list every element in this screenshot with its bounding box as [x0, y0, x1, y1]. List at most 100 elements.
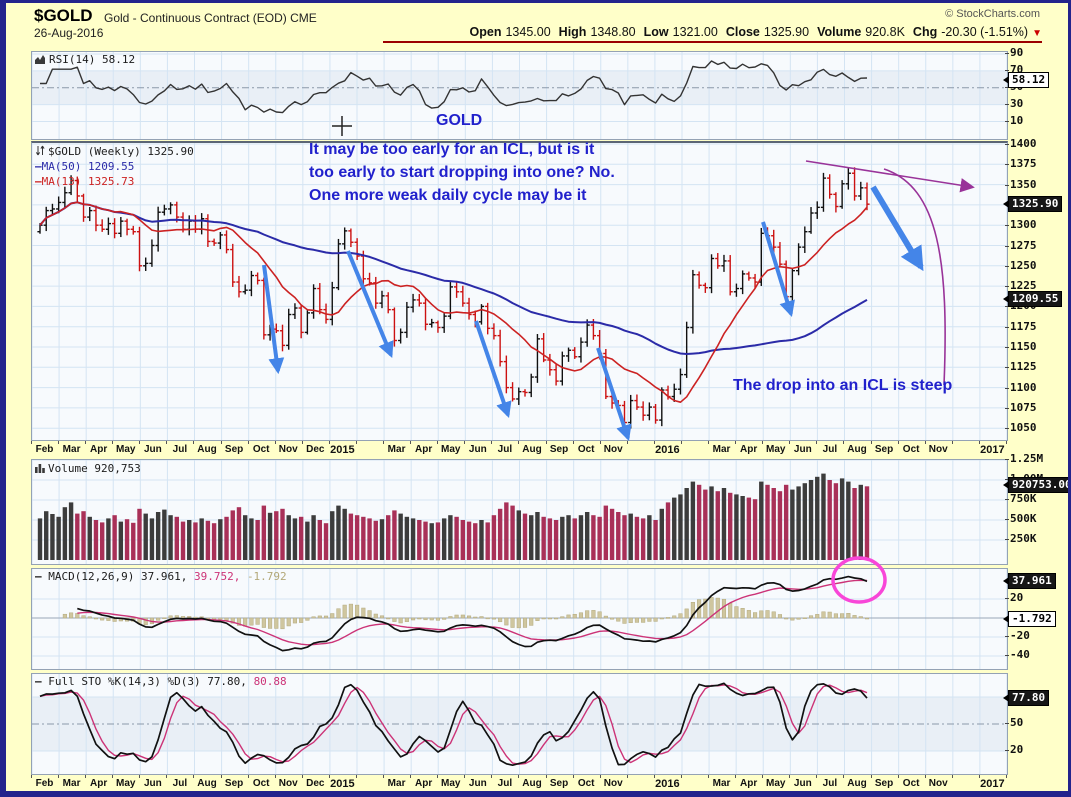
- axis-month-label: Dec: [306, 444, 325, 455]
- axis-tick: [139, 441, 141, 444]
- axis-tick: [978, 775, 980, 778]
- axis-tick: [653, 775, 655, 778]
- rsi-plot[interactable]: [32, 52, 1007, 139]
- axis-tick: [166, 441, 168, 444]
- axis-tick: [951, 441, 953, 444]
- axis-tick: [789, 441, 791, 444]
- axis-tick: [328, 441, 330, 444]
- axis-tick: [762, 775, 764, 778]
- axis-tick: [680, 441, 682, 444]
- current-value-tag: -1.792: [1003, 610, 1056, 627]
- axis-month-label: May: [766, 778, 786, 789]
- axis-tick-label: 20: [1004, 743, 1024, 756]
- axis-month-label: Mar: [387, 778, 406, 789]
- axis-tick: [491, 441, 493, 444]
- current-value-tag: 58.12: [1002, 71, 1050, 88]
- axis-month-label: Jun: [143, 778, 162, 789]
- axis-tick: [355, 441, 357, 444]
- axis-month-label: May: [116, 444, 136, 455]
- current-value-tag: 1209.55: [1002, 290, 1063, 307]
- axis-month-label: Jul: [497, 444, 513, 455]
- chart-date: 26-Aug-2016: [34, 26, 104, 40]
- axis-tick: [518, 775, 520, 778]
- axis-year-label: 2016: [655, 778, 680, 790]
- axis-tick-label: 1400: [1005, 137, 1037, 150]
- quote-row: Open 1345.00 High 1348.80 Low 1321.00 Close 132…: [462, 25, 1042, 39]
- axis-month-label: Nov: [928, 778, 948, 789]
- macd-plot[interactable]: [32, 569, 1007, 669]
- axis-month-label: Mar: [62, 444, 81, 455]
- axis-month-label: Apr: [415, 778, 433, 789]
- current-value-tag: 77.80: [1002, 689, 1050, 706]
- axis-month-label: Sep: [874, 778, 894, 789]
- axis-tick: [247, 775, 249, 778]
- quote-label: Volume: [817, 25, 862, 39]
- axis-tick: [951, 775, 953, 778]
- axis-month-label: May: [766, 444, 786, 455]
- axis-month-label: Oct: [252, 444, 270, 455]
- macd-line-swatch: —: [35, 570, 49, 583]
- axis-tick: [58, 441, 60, 444]
- axis-tick: [843, 441, 845, 444]
- axis-month-label: Oct: [252, 778, 270, 789]
- ma13-legend: —MA(13) 1325.73: [35, 175, 135, 188]
- axis-tick: [897, 775, 899, 778]
- axis-month-label: Aug: [197, 444, 217, 455]
- axis-tick: [220, 441, 222, 444]
- axis-tick-label: 10: [1004, 113, 1024, 127]
- axis-month-label: May: [441, 778, 461, 789]
- axis-month-label: Apr: [90, 778, 108, 789]
- updown-arrows-icon: [35, 145, 45, 156]
- sto-plot[interactable]: [32, 674, 1007, 774]
- axis-month-label: Sep: [224, 444, 244, 455]
- axis-tick-label: 1250: [1005, 258, 1037, 272]
- axis-tick: [1005, 775, 1007, 778]
- axis-month-label: Jul: [822, 778, 838, 789]
- ma13-line-swatch: —: [35, 175, 42, 188]
- axis-tick: [139, 775, 141, 778]
- axis-month-label: Jun: [468, 778, 487, 789]
- axis-tick: [410, 775, 412, 778]
- current-value-tag: 37.961: [1003, 572, 1056, 589]
- axis-tick: [545, 441, 547, 444]
- quote-label: Chg: [912, 25, 938, 39]
- axis-month-label: Nov: [603, 778, 623, 789]
- axis-tick-label: 1100: [1005, 380, 1037, 394]
- axis-tick-label: 250K: [1005, 532, 1037, 545]
- quote-value: -20.30 (-1.51%): [941, 25, 1029, 39]
- axis-tick: [85, 775, 87, 778]
- sto-line-swatch: —: [35, 675, 49, 688]
- ticker-description: Gold - Continuous Contract (EOD) CME: [104, 11, 317, 25]
- axis-month-label: Dec: [306, 778, 325, 789]
- volume-plot[interactable]: [32, 460, 1007, 564]
- axis-tick-label: 750K: [1005, 492, 1037, 505]
- axis-tick: [626, 775, 628, 778]
- sto-legend: — Full STO %K(14,3) %D(3) 77.80, 80.88: [35, 675, 287, 688]
- quote-value: 1345.00: [505, 25, 551, 39]
- axis-year-label: 2017: [980, 444, 1005, 456]
- axis-tick: [735, 775, 737, 778]
- axis-tick: [464, 441, 466, 444]
- axis-tick: [491, 775, 493, 778]
- rsi-legend: RSI(14) 58.12: [35, 53, 135, 66]
- area-chart-icon: [35, 55, 45, 64]
- axis-month-label: Apr: [740, 444, 758, 455]
- quote-label: Close: [725, 25, 760, 39]
- axis-tick: [85, 441, 87, 444]
- axis-year-label: 2015: [330, 444, 355, 456]
- annotation-note2: The drop into an ICL is steep: [733, 377, 953, 394]
- axis-tick-label: 1275: [1005, 238, 1037, 252]
- axis-tick: [572, 775, 574, 778]
- axis-tick-label: -40: [1005, 648, 1030, 661]
- quote-value: 1325.90: [763, 25, 810, 39]
- change-down-icon: ▼: [1032, 28, 1042, 39]
- axis-tick: [220, 775, 222, 778]
- axis-year-label: 2017: [980, 778, 1005, 790]
- axis-month-label: Feb: [35, 444, 54, 455]
- axis-tick: [843, 775, 845, 778]
- axis-tick: [437, 775, 439, 778]
- axis-month-label: Jul: [822, 444, 838, 455]
- axis-month-label: Nov: [278, 778, 298, 789]
- axis-tick-label: 1150: [1005, 340, 1037, 353]
- axis-tick-label: 1300: [1005, 218, 1037, 232]
